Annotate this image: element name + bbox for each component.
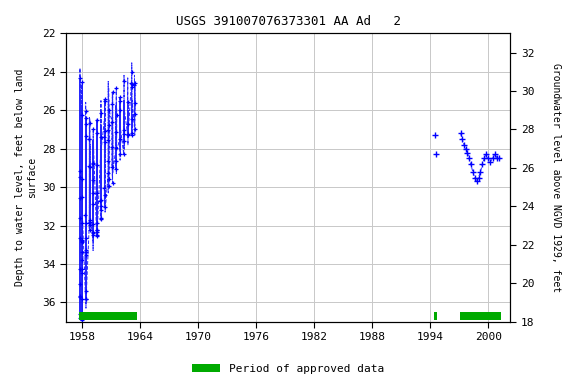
Title: USGS 391007076373301 AA Ad   2: USGS 391007076373301 AA Ad 2 <box>176 15 401 28</box>
Y-axis label: Groundwater level above NGVD 1929, feet: Groundwater level above NGVD 1929, feet <box>551 63 561 292</box>
Y-axis label: Depth to water level, feet below land
surface: Depth to water level, feet below land su… <box>15 69 37 286</box>
Legend: Period of approved data: Period of approved data <box>188 359 388 379</box>
